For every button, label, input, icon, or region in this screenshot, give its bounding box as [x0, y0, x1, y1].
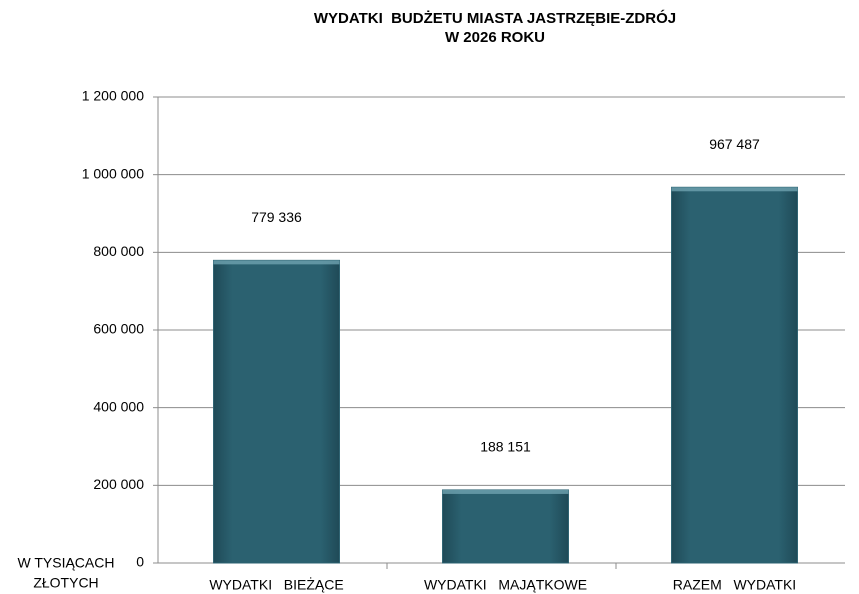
y-tick-label: 1 000 000 — [82, 165, 144, 181]
y-tick-label: 1 200 000 — [82, 88, 144, 104]
x-tick-label: WYDATKI MAJĄTKOWE — [424, 577, 587, 593]
bar — [671, 186, 798, 564]
x-tick-label: WYDATKI BIEŻĄCE — [209, 576, 343, 593]
y-tick-label: 800 000 — [93, 243, 144, 259]
y-axis-label: W TYSIĄCACH — [18, 555, 115, 571]
bar-bevel — [213, 260, 340, 265]
y-axis-label: ZŁOTYCH — [33, 575, 98, 591]
y-tick-label: 600 000 — [93, 321, 144, 337]
chart-title: WYDATKI BUDŻETU MIASTA JASTRZĘBIE-ZDRÓJ — [314, 9, 676, 27]
bar-bevel — [442, 489, 569, 494]
value-label: 779 336 — [251, 209, 302, 225]
y-tick-label: 400 000 — [93, 398, 144, 414]
bar — [442, 489, 569, 564]
y-tick-label: 0 — [136, 554, 144, 570]
bar — [213, 259, 340, 564]
x-tick-label: RAZEM WYDATKI — [673, 577, 796, 593]
value-label: 188 151 — [480, 439, 531, 455]
y-tick-label: 200 000 — [93, 476, 144, 492]
value-label: 967 487 — [709, 136, 760, 152]
bar-bevel — [671, 187, 798, 192]
chart-title: W 2026 ROKU — [445, 29, 545, 46]
